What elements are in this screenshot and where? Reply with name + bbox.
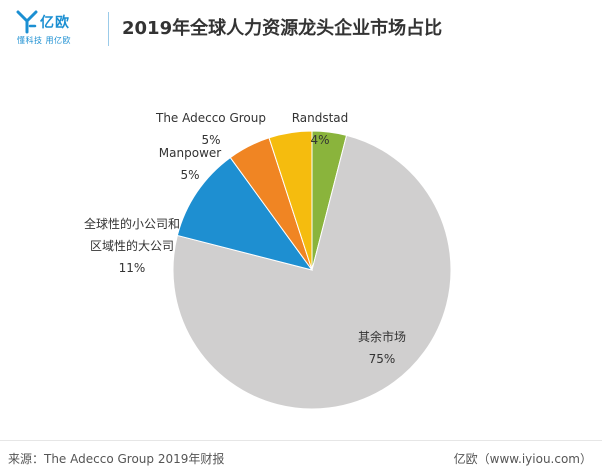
slice-name-label: Manpower bbox=[159, 146, 221, 160]
chart-title: 2019年全球人力资源龙头企业市场占比 bbox=[122, 18, 443, 39]
pie-slice[interactable] bbox=[176, 156, 314, 271]
footer: 来源：The Adecco Group 2019年财报 亿欧（www.iyiou… bbox=[0, 440, 602, 473]
slice-name-label: 其余市场 bbox=[358, 329, 406, 344]
pie-slice[interactable] bbox=[172, 134, 452, 410]
slice-name-label: 全球性的小公司和 bbox=[84, 216, 180, 231]
source-note: 来源：The Adecco Group 2019年财报 bbox=[8, 452, 225, 466]
slice-value-label: 5% bbox=[201, 133, 220, 147]
brand-logo[interactable]: 亿欧 懂科技 用亿欧 bbox=[16, 10, 98, 48]
slice-value-label: 11% bbox=[119, 261, 146, 275]
slice-value-label: 4% bbox=[310, 133, 329, 147]
logo-mark-icon bbox=[16, 10, 38, 34]
site-credit[interactable]: 亿欧（www.iyiou.com） bbox=[453, 452, 592, 466]
brand-name: 亿欧 bbox=[40, 15, 70, 31]
header: 亿欧 懂科技 用亿欧 2019年全球人力资源龙头企业市场占比 bbox=[0, 0, 602, 54]
slice-name-label: The Adecco Group bbox=[155, 111, 266, 125]
pie-slice[interactable] bbox=[268, 130, 313, 271]
slice-name-label: 区域性的大公司 bbox=[90, 238, 174, 253]
slice-value-label: 75% bbox=[369, 352, 396, 366]
header-divider bbox=[108, 12, 109, 46]
slice-value-label: 5% bbox=[180, 168, 199, 182]
slice-name-label: Randstad bbox=[292, 111, 349, 125]
pie-slices bbox=[172, 130, 452, 410]
brand-slogan: 懂科技 用亿欧 bbox=[17, 36, 72, 45]
